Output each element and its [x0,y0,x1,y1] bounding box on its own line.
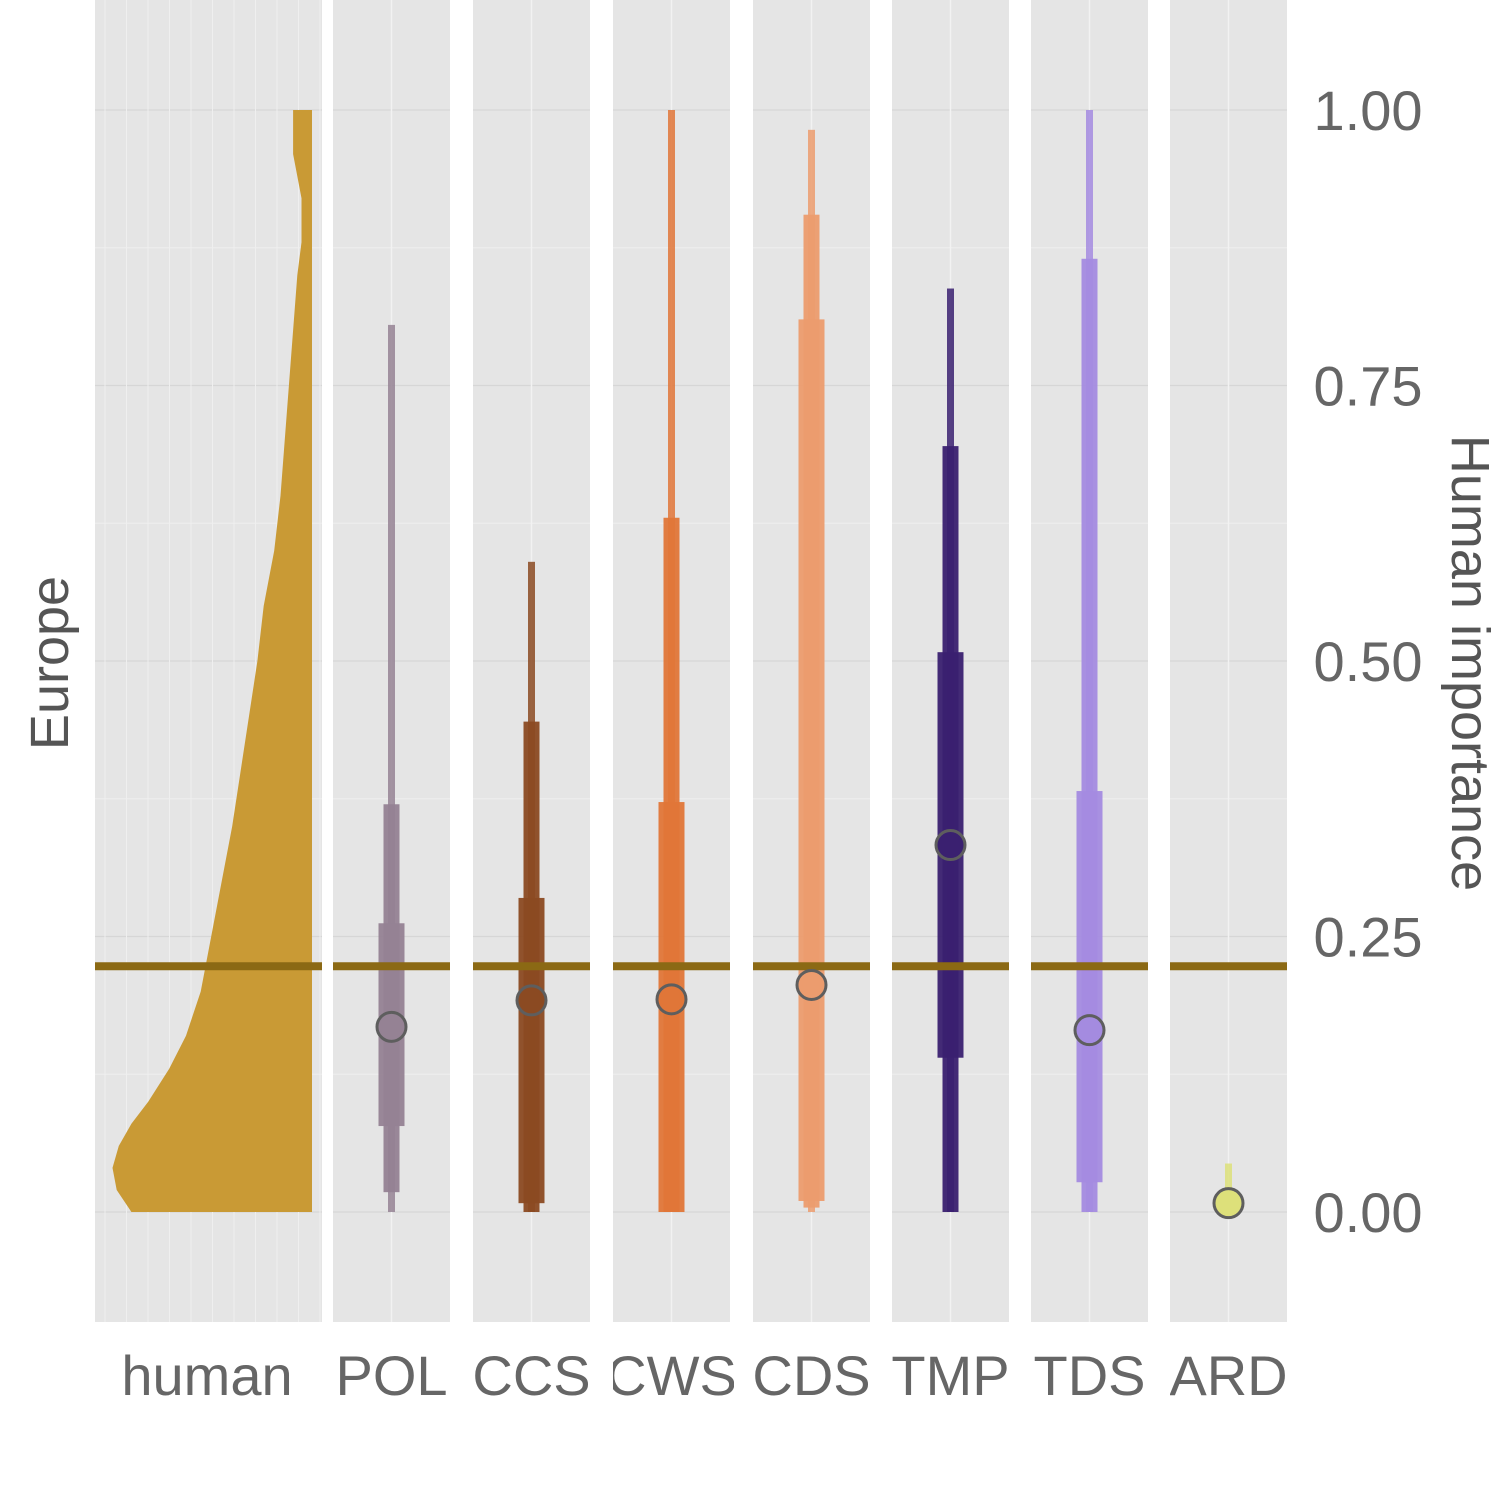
interval-inner [1076,791,1103,1183]
y-tick-label: 0.00 [1314,1181,1423,1244]
y-axis: 0.00 0.25 0.50 0.75 1.00 [1314,79,1423,1244]
interval-outer [388,324,395,1212]
x-tick-label: TMP [891,1344,1009,1407]
panel-pol [333,0,450,1322]
y-tick-label: 0.75 [1314,355,1423,418]
interval-inner [518,897,545,1204]
x-tick-label: human [121,1344,292,1407]
y-tick-label: 1.00 [1314,79,1423,142]
panel-tds [1031,0,1148,1322]
y-tick-label: 0.25 [1314,906,1423,969]
x-tick-label: TDS [1034,1344,1146,1407]
median-point [934,829,967,862]
median-point [1212,1187,1245,1220]
interval-inner [798,319,825,1201]
median-point [1073,1014,1106,1047]
x-tick-label: ARD [1169,1344,1287,1407]
human-density [112,110,312,1212]
x-tick-label: POL [335,1344,447,1407]
x-tick-label: CDS [752,1344,870,1407]
median-point [515,984,548,1017]
facet-strip-label: Europe [20,576,80,750]
x-tick-label: CCS [472,1344,590,1407]
median-point [795,968,828,1001]
y-axis-title: Human importance [1440,435,1500,891]
y-tick-label: 0.50 [1314,630,1423,693]
x-tick-label: CWS [606,1344,737,1407]
median-point [375,1010,408,1043]
panel-cws [613,0,730,1322]
panel-ccs [473,0,590,1322]
panel-cds [753,0,870,1322]
panel-human [95,0,322,1322]
median-point [655,983,688,1016]
panel-tmp [892,0,1009,1322]
panel-ard [1170,0,1287,1322]
facet-panels: human POL CCS CWS CDS TMP TDS ARD [95,0,1288,1407]
